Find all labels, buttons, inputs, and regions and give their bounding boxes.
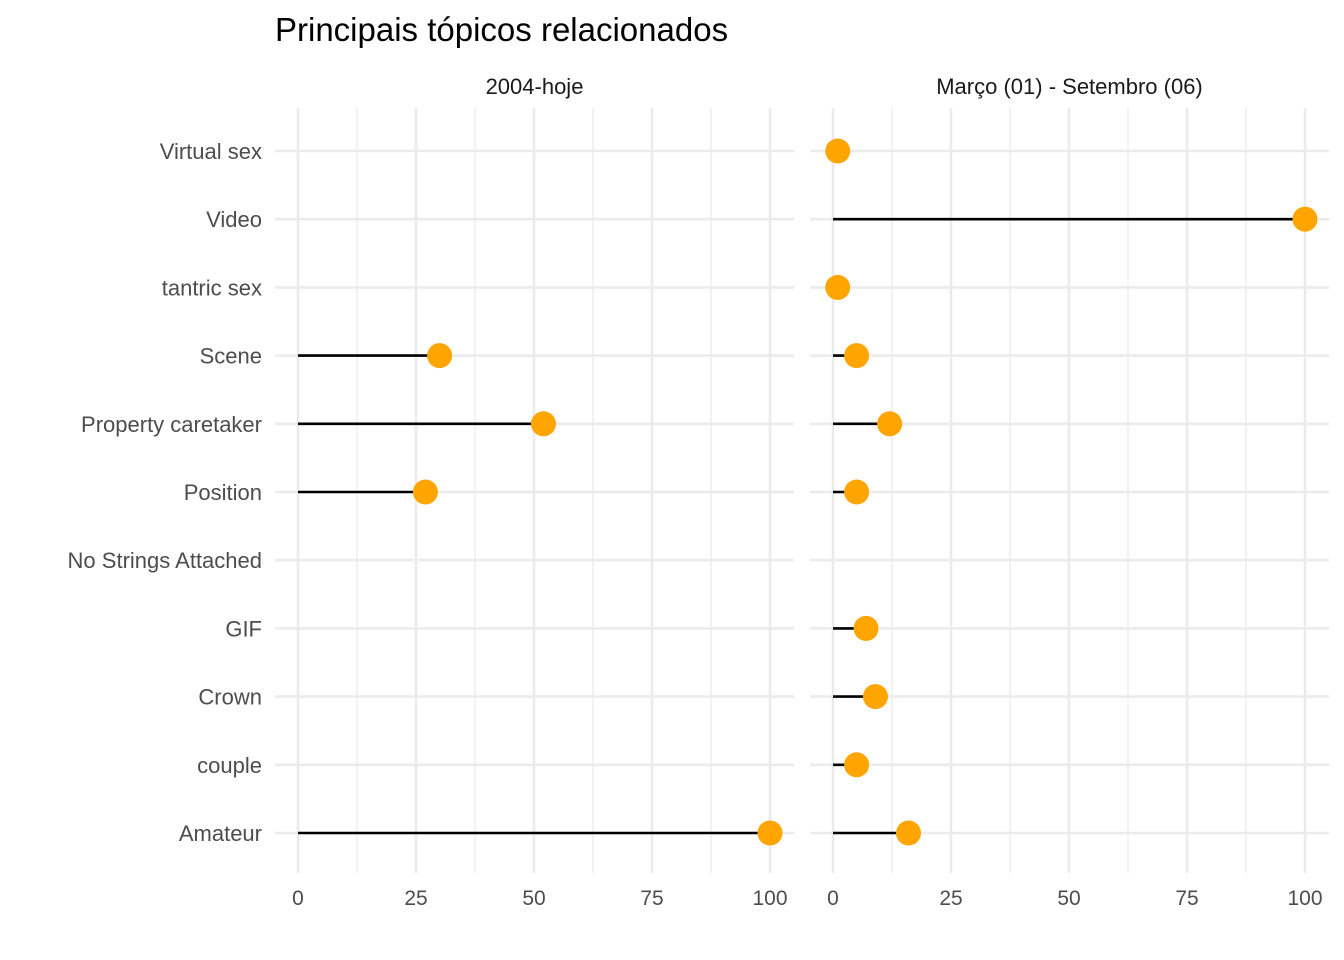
y-label-scene: Scene [200,344,262,369]
panel-title: Março (01) - Setembro (06) [936,74,1203,99]
x-tick-label: 100 [752,887,787,910]
y-label-video: Video [206,207,262,232]
x-tick-label: 100 [1287,887,1322,910]
panel-2004-hoje: 2004-hoje 0 25 50 75 100 [275,74,794,910]
lollipop-point-crown [862,684,888,710]
y-label-tantric-sex: tantric sex [162,275,262,300]
y-label-amateur: Amateur [179,821,262,846]
y-label-position: Position [184,480,262,505]
y-axis-labels: Virtual sex Video tantric sex Scene Property… [68,139,262,846]
y-label-no-strings-attached: No Strings Attached [68,548,262,573]
lollipop-point-couple [844,752,870,778]
lollipop-point-gif [853,615,879,641]
lollipop-point-video [1292,206,1318,232]
x-tick-label: 25 [404,887,427,910]
y-label-gif: GIF [225,616,262,641]
chart-title: Principais tópicos relacionados [275,11,728,48]
lollipop-point-amateur [757,820,783,846]
x-tick-label: 50 [1057,887,1080,910]
x-tick-label: 25 [939,887,962,910]
lollipop-point-position [412,479,438,505]
lollipop-point-position [844,479,870,505]
lollipop-point-property-caretaker [877,411,903,437]
y-label-crown: Crown [198,685,262,710]
x-tick-label: 75 [1175,887,1198,910]
lollipop-point-virtual-sex [825,138,851,164]
lollipop-point-amateur [896,820,922,846]
x-tick-label: 50 [522,887,545,910]
panel-title: 2004-hoje [486,74,584,99]
lollipop-point-tantric-sex [825,274,851,300]
lollipop-point-property-caretaker [530,411,556,437]
x-tick-label: 75 [640,887,663,910]
lollipop-point-scene [844,343,870,369]
x-tick-label: 0 [827,887,839,910]
panel-marco-setembro: Março (01) - Setembro (06) 0 25 50 75 100 [810,74,1329,910]
y-label-virtual-sex: Virtual sex [160,139,262,164]
y-label-property-caretaker: Property caretaker [81,412,262,437]
lollipop-point-scene [427,343,453,369]
x-tick-label: 0 [292,887,304,910]
y-label-couple: couple [197,753,262,778]
